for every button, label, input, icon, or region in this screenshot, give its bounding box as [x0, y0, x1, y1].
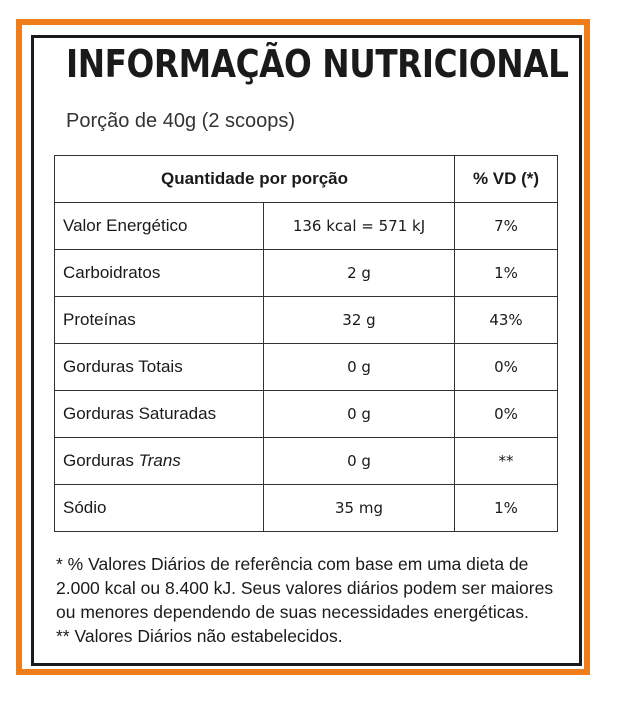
nutrient-vd: 0% — [454, 343, 558, 391]
nutrient-name: Gorduras Saturadas — [54, 390, 264, 438]
nutrient-name-text: Gorduras — [63, 451, 134, 470]
nutrient-name: Proteínas — [54, 296, 264, 344]
nutrient-amount: 35 mg — [263, 484, 455, 532]
table-row: Valor Energético 136 kcal = 571 kJ 7% — [54, 202, 558, 250]
nutrient-vd: ** — [454, 437, 558, 485]
table-header-row: Quantidade por porção % VD (*) — [54, 155, 558, 203]
portion-size: Porção de 40g (2 scoops) — [66, 110, 296, 132]
nutrient-name-italic: Trans — [138, 451, 181, 470]
nutrient-amount: 136 kcal = 571 kJ — [263, 202, 455, 250]
header-quantity: Quantidade por porção — [54, 155, 455, 203]
footnotes: * % Valores Diários de referência com ba… — [56, 552, 566, 648]
footnote-daily-values: * % Valores Diários de referência com ba… — [56, 554, 554, 622]
nutrient-vd: 0% — [454, 390, 558, 438]
table-row: Sódio 35 mg 1% — [54, 484, 558, 532]
header-vd: % VD (*) — [454, 155, 558, 203]
nutrient-vd: 43% — [454, 296, 558, 344]
table-row: Gorduras Trans 0 g ** — [54, 437, 558, 485]
table-row: Proteínas 32 g 43% — [54, 296, 558, 344]
nutrient-amount: 0 g — [263, 437, 455, 485]
nutrient-vd: 1% — [454, 249, 558, 297]
nutrient-amount: 2 g — [263, 249, 455, 297]
table-row: Gorduras Totais 0 g 0% — [54, 343, 558, 391]
nutrient-name: Valor Energético — [54, 202, 264, 250]
nutrient-vd: 7% — [454, 202, 558, 250]
footnote-not-established: ** Valores Diários não estabelecidos. — [56, 626, 343, 646]
nutrient-name: Sódio — [54, 484, 264, 532]
table-row: Carboidratos 2 g 1% — [54, 249, 558, 297]
nutrient-amount: 0 g — [263, 343, 455, 391]
nutrient-vd: 1% — [454, 484, 558, 532]
nutrient-name: Carboidratos — [54, 249, 264, 297]
nutrition-table: Quantidade por porção % VD (*) Valor Ene… — [54, 155, 558, 532]
table-row: Gorduras Saturadas 0 g 0% — [54, 390, 558, 438]
nutrient-name: Gorduras Totais — [54, 343, 264, 391]
nutrient-name: Gorduras Trans — [54, 437, 264, 485]
nutrient-amount: 32 g — [263, 296, 455, 344]
panel-title: INFORMAÇÃO NUTRICIONAL — [66, 42, 569, 86]
nutrient-amount: 0 g — [263, 390, 455, 438]
